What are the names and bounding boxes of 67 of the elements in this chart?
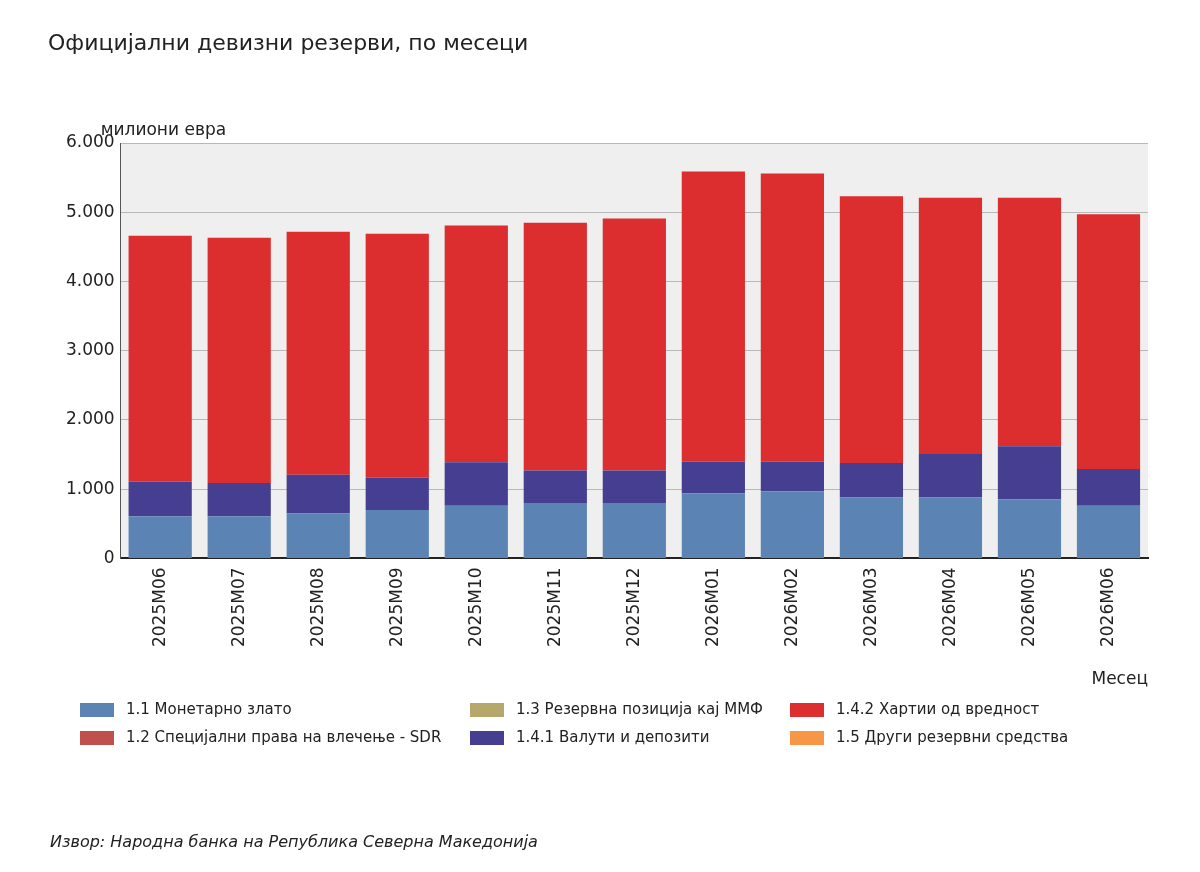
bar [918,497,983,558]
bar [760,461,824,492]
bar [1076,214,1141,470]
text: Извор: Народна банка на Република Северна Македонија [50,832,538,851]
legend-label: 1.4.2 Хартии од вредност [836,700,1040,718]
bar [1076,469,1141,506]
legend-label: 1.2 Специјални права на влечење - SDR [126,728,442,746]
x-tick-label: 2026M03 [859,567,880,648]
bar [128,235,192,482]
bar [286,231,350,475]
bar [1076,505,1141,558]
bar [523,222,587,471]
x-tick-label: 2026M02 [780,567,801,648]
bar [207,237,271,483]
x-tick-label: 2025M08 [306,567,327,648]
bar [128,516,192,558]
bar [681,461,745,494]
bar [918,453,983,498]
x-tick-label: 2025M09 [385,567,406,648]
bar [444,462,508,506]
bar [523,470,587,504]
chart-title: Официјални девизни резерви, по месеци [48,30,529,55]
bar [602,218,666,471]
bar [681,171,745,462]
y-tick-label: 1.000 [66,477,115,498]
x-axis-title: Месец [1091,667,1148,688]
bar [286,513,350,558]
bar [602,503,666,558]
bar [997,499,1062,558]
legend-label: 1.1 Монетарно злато [126,700,292,718]
bar [760,173,824,462]
y-tick-label: 4.000 [66,269,115,290]
bar [365,509,429,558]
x-tick-label: 2025M07 [227,567,248,648]
x-tick-label: 2026M06 [1096,567,1117,648]
bar [760,491,824,558]
x-tick-label: 2025M11 [543,567,564,648]
bar [997,446,1062,500]
y-tick-label: 3.000 [66,339,115,360]
x-tick-label: 2026M01 [701,567,722,648]
y-tick-label: 2.000 [66,408,115,429]
legend-label: 1.3 Резервна позиција кај ММФ [516,700,764,718]
x-tick-label: 2026M04 [938,567,959,648]
bar [523,503,587,558]
bar [839,196,904,463]
bar [839,462,904,498]
x-tick-label: 2025M06 [148,567,169,648]
bar [602,470,666,504]
bar [444,505,508,558]
legend-label: 1.5 Други резервни средства [836,728,1069,746]
x-tick-label: 2026M05 [1017,567,1038,648]
y-tick-label: 5.000 [66,200,115,221]
x-tick-label: 2025M10 [464,567,485,648]
bar [207,482,271,517]
bar [444,225,508,463]
bar [997,197,1062,447]
bar [681,493,745,558]
bar [365,477,429,510]
x-tick-label: 2025M12 [622,567,643,648]
y-tick-label: 0 [103,546,115,567]
bar [128,481,192,517]
bar [839,497,904,558]
bar [365,233,429,478]
legend-label: 1.4.1 Валути и депозити [516,728,710,746]
bar [207,516,271,558]
bar [286,474,350,514]
bar [918,197,983,454]
